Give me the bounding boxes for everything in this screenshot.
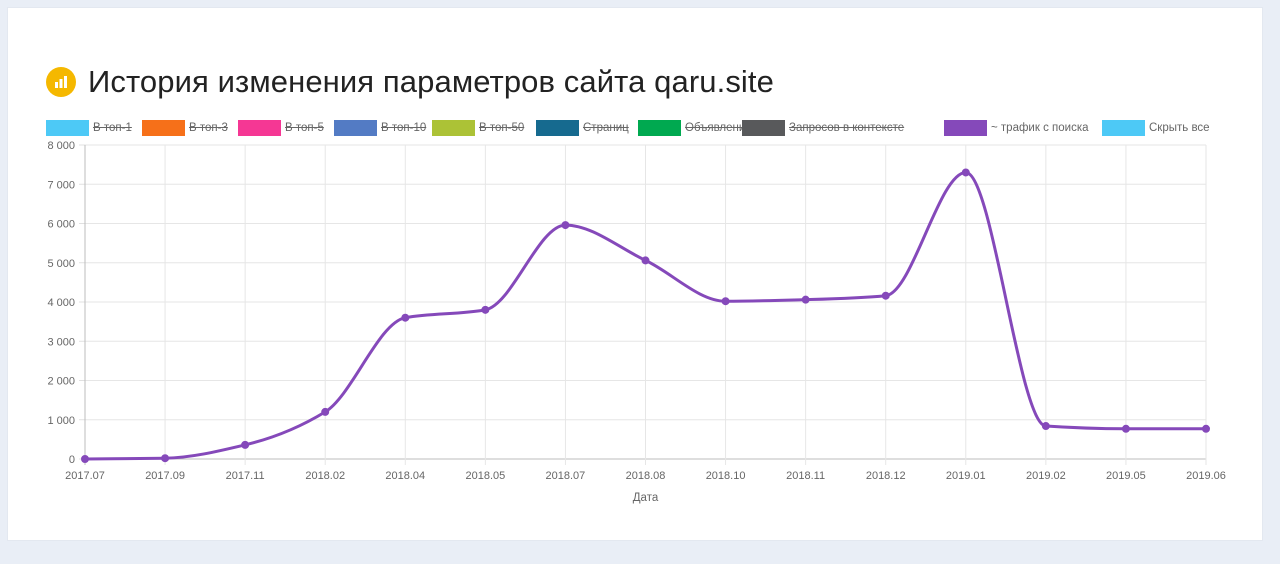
legend-label: В топ-3	[189, 122, 228, 134]
legend-swatch	[742, 120, 785, 136]
legend-swatch	[536, 120, 579, 136]
y-tick-label: 0	[69, 454, 75, 466]
x-tick-label: 2018.10	[706, 470, 746, 482]
x-tick-label: 2018.07	[546, 470, 586, 482]
legend-label: В топ-5	[285, 122, 324, 134]
legend-swatch	[944, 120, 987, 136]
legend-label: В топ-10	[381, 122, 427, 134]
data-point	[641, 256, 650, 265]
x-axis-title: Дата	[633, 492, 659, 504]
x-tick-label: 2018.04	[385, 470, 425, 482]
legend-swatch	[334, 120, 377, 136]
x-tick-label: 2018.12	[866, 470, 906, 482]
legend-item[interactable]: В топ-10	[334, 120, 426, 136]
x-tick-label: 2018.11	[786, 470, 825, 482]
x-tick-label: 2017.07	[65, 470, 105, 482]
bar-chart-icon	[46, 67, 76, 97]
y-tick-label: 3 000	[47, 336, 75, 348]
x-tick-label: 2017.11	[226, 470, 265, 482]
legend-swatch	[1102, 120, 1145, 136]
data-point	[481, 305, 490, 314]
x-tick-label: 2019.01	[946, 470, 986, 482]
y-tick-label: 4 000	[47, 297, 75, 309]
data-point	[321, 407, 330, 416]
x-tick-label: 2018.08	[626, 470, 666, 482]
x-tick-label: 2019.05	[1106, 470, 1146, 482]
y-tick-label: 7 000	[47, 179, 75, 191]
legend-item[interactable]: В топ-1	[46, 120, 132, 136]
legend-swatch	[142, 120, 185, 136]
legend-swatch	[432, 120, 475, 136]
data-point	[801, 295, 810, 304]
y-tick-label: 6 000	[47, 219, 75, 231]
legend-item[interactable]: В топ-5	[238, 120, 324, 136]
legend-item[interactable]: Запросов в контексте	[742, 120, 904, 136]
legend-label: В топ-50	[479, 122, 525, 134]
data-point	[881, 291, 890, 300]
legend-label: ~ трафик с поиска	[991, 122, 1089, 134]
data-point	[81, 455, 89, 463]
data-point	[1041, 422, 1050, 431]
data-point	[961, 168, 970, 177]
page-title: История изменения параметров сайта qaru.…	[88, 64, 774, 99]
y-tick-label: 1 000	[47, 415, 75, 427]
legend-swatch	[46, 120, 89, 136]
legend-label: Скрыть все	[1149, 122, 1210, 134]
legend-label: Страниц	[583, 122, 629, 134]
y-tick-label: 2 000	[47, 376, 75, 388]
legend-item[interactable]: Объявлений	[638, 120, 752, 136]
series-line	[84, 170, 1206, 461]
chart-header: История изменения параметров сайта qaru.…	[46, 64, 774, 100]
data-point	[561, 221, 570, 230]
y-tick-label: 8 000	[47, 140, 75, 152]
legend-item[interactable]: Страниц	[536, 120, 629, 136]
legend-item[interactable]: В топ-3	[142, 120, 228, 136]
legend-label: В топ-1	[93, 122, 132, 134]
legend-swatch	[638, 120, 681, 136]
legend-item[interactable]: Скрыть все	[1102, 120, 1210, 136]
legend-item[interactable]: В топ-50	[432, 120, 524, 136]
x-tick-label: 2017.09	[145, 470, 185, 482]
x-tick-label: 2018.05	[465, 470, 505, 482]
data-point	[161, 454, 170, 463]
data-point	[241, 440, 250, 449]
legend-label: Объявлений	[685, 122, 752, 134]
data-point	[1202, 424, 1210, 433]
legend-item[interactable]: ~ трафик с поиска	[944, 120, 1089, 136]
data-point	[1121, 424, 1130, 433]
data-point	[721, 297, 730, 306]
x-tick-label: 2018.02	[305, 470, 345, 482]
x-tick-label: 2019.06	[1186, 470, 1226, 482]
data-point	[401, 313, 410, 322]
y-tick-label: 5 000	[47, 258, 75, 270]
legend-swatch	[238, 120, 281, 136]
legend-label: Запросов в контексте	[789, 122, 905, 134]
x-tick-label: 2019.02	[1026, 470, 1066, 482]
